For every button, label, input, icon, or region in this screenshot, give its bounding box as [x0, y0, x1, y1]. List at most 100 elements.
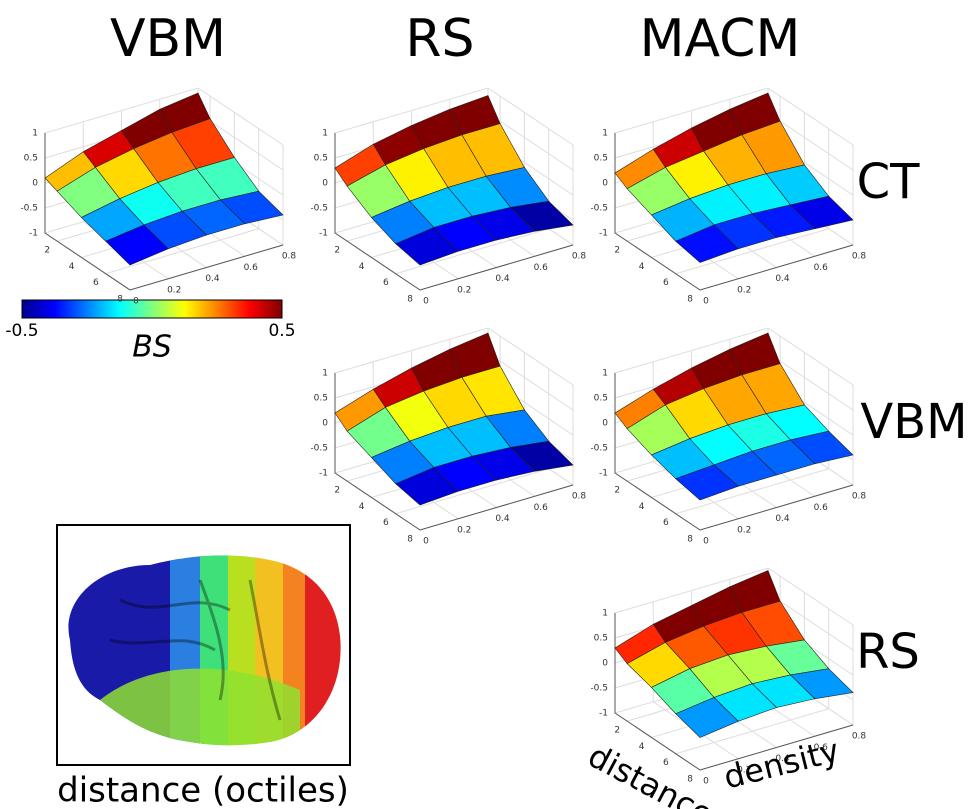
x-tick-label: 2	[614, 246, 620, 256]
y-tick-label: 0.4	[495, 274, 510, 284]
y-tick-label: 0.6	[814, 503, 829, 513]
y-tick-label: 0.8	[852, 252, 867, 262]
x-tick-label: 4	[359, 262, 365, 272]
x-tick-label: 4	[359, 502, 365, 512]
x-tick-label: 6	[383, 518, 389, 528]
z-tick-label: -0.5	[20, 204, 38, 214]
y-tick-label: 0	[703, 537, 709, 547]
y-tick-label: 0.4	[775, 274, 790, 284]
z-tick-label: -0.5	[590, 444, 608, 454]
y-tick-label: 0.4	[495, 514, 510, 524]
z-tick-label: -1	[319, 469, 328, 479]
z-tick-label: -1	[599, 229, 608, 239]
z-tick-label: 0	[32, 179, 38, 189]
x-tick-label: 6	[663, 278, 669, 288]
x-tick-label: 2	[614, 486, 620, 496]
z-tick-label: -0.5	[310, 204, 328, 214]
x-tick-label: 8	[407, 535, 413, 545]
x-tick-label: 6	[383, 278, 389, 288]
brain-panel	[57, 525, 350, 765]
colorbar-tick-label: 0.5	[268, 321, 295, 341]
y-axis-label: density	[720, 731, 843, 796]
y-tick-label: 0.8	[852, 492, 867, 502]
z-tick-label: 0.5	[314, 154, 328, 164]
x-tick-label: 8	[407, 295, 413, 305]
y-tick-label: 0.6	[244, 263, 259, 273]
z-tick-label: -0.5	[590, 204, 608, 214]
z-tick-label: 0.5	[594, 394, 608, 404]
z-tick-label: 1	[322, 369, 328, 379]
z-tick-label: 1	[322, 129, 328, 139]
z-tick-label: 0	[322, 179, 328, 189]
x-tick-label: 4	[639, 502, 645, 512]
y-tick-label: 0.2	[737, 525, 751, 535]
y-tick-label: 0.8	[572, 492, 587, 502]
z-tick-label: 0.5	[314, 394, 328, 404]
y-tick-label: 0.4	[775, 514, 790, 524]
x-tick-label: 4	[69, 262, 75, 272]
row-title: CT	[857, 154, 921, 210]
y-tick-label: 0	[423, 537, 429, 547]
y-tick-label: 0.8	[852, 732, 867, 742]
z-tick-label: 0	[602, 179, 608, 189]
x-tick-label: 8	[687, 295, 693, 305]
x-tick-label: 6	[663, 758, 669, 768]
x-tick-label: 2	[334, 486, 340, 496]
y-tick-label: 0	[423, 297, 429, 307]
colorbar-tick-label: -0.5	[5, 321, 38, 341]
y-tick-label: 0.4	[205, 274, 220, 284]
x-tick-label: 4	[639, 742, 645, 752]
z-tick-label: -1	[29, 229, 38, 239]
z-tick-label: 0	[602, 659, 608, 669]
y-tick-label: 0.2	[457, 525, 471, 535]
y-tick-label: 0	[703, 297, 709, 307]
y-tick-label: 0	[133, 297, 139, 307]
row-title: VBM	[860, 394, 967, 450]
y-tick-label: 0.8	[282, 252, 297, 262]
z-tick-label: 0.5	[594, 634, 608, 644]
y-tick-label: 0.6	[534, 263, 549, 273]
y-tick-label: 0.2	[457, 285, 471, 295]
z-tick-label: -0.5	[310, 444, 328, 454]
colorbar	[22, 300, 282, 318]
column-title: VBM	[110, 9, 226, 69]
y-tick-label: 0.8	[572, 252, 587, 262]
z-tick-label: 1	[602, 129, 608, 139]
x-tick-label: 4	[639, 262, 645, 272]
column-title: MACM	[640, 9, 801, 69]
z-tick-label: -1	[599, 709, 608, 719]
x-tick-label: 6	[93, 278, 99, 288]
brain-caption: distance (octiles)	[57, 771, 349, 809]
z-tick-label: 1	[602, 609, 608, 619]
y-tick-label: 0.2	[167, 285, 181, 295]
x-tick-label: 6	[663, 518, 669, 528]
y-tick-label: 0.6	[814, 263, 829, 273]
z-tick-label: 0	[322, 419, 328, 429]
y-tick-label: 0.6	[534, 503, 549, 513]
z-tick-label: 0.5	[594, 154, 608, 164]
z-tick-label: 1	[602, 369, 608, 379]
x-tick-label: 2	[44, 246, 50, 256]
z-tick-label: -1	[319, 229, 328, 239]
z-tick-label: -0.5	[590, 684, 608, 694]
z-tick-label: 1	[32, 129, 38, 139]
z-tick-label: 0.5	[24, 154, 38, 164]
x-tick-label: 2	[334, 246, 340, 256]
z-tick-label: -1	[599, 469, 608, 479]
x-tick-label: 8	[687, 535, 693, 545]
figure: VBM RS MACM CT VBM RS BS distance (octil…	[0, 0, 971, 809]
row-title: RS	[856, 624, 920, 680]
column-title: RS	[405, 9, 474, 69]
z-tick-label: 0	[602, 419, 608, 429]
y-tick-label: 0	[703, 777, 709, 787]
colorbar-label: BS	[132, 330, 172, 365]
x-tick-label: 2	[614, 726, 620, 736]
y-tick-label: 0.2	[737, 285, 751, 295]
x-tick-label: 8	[117, 295, 123, 305]
